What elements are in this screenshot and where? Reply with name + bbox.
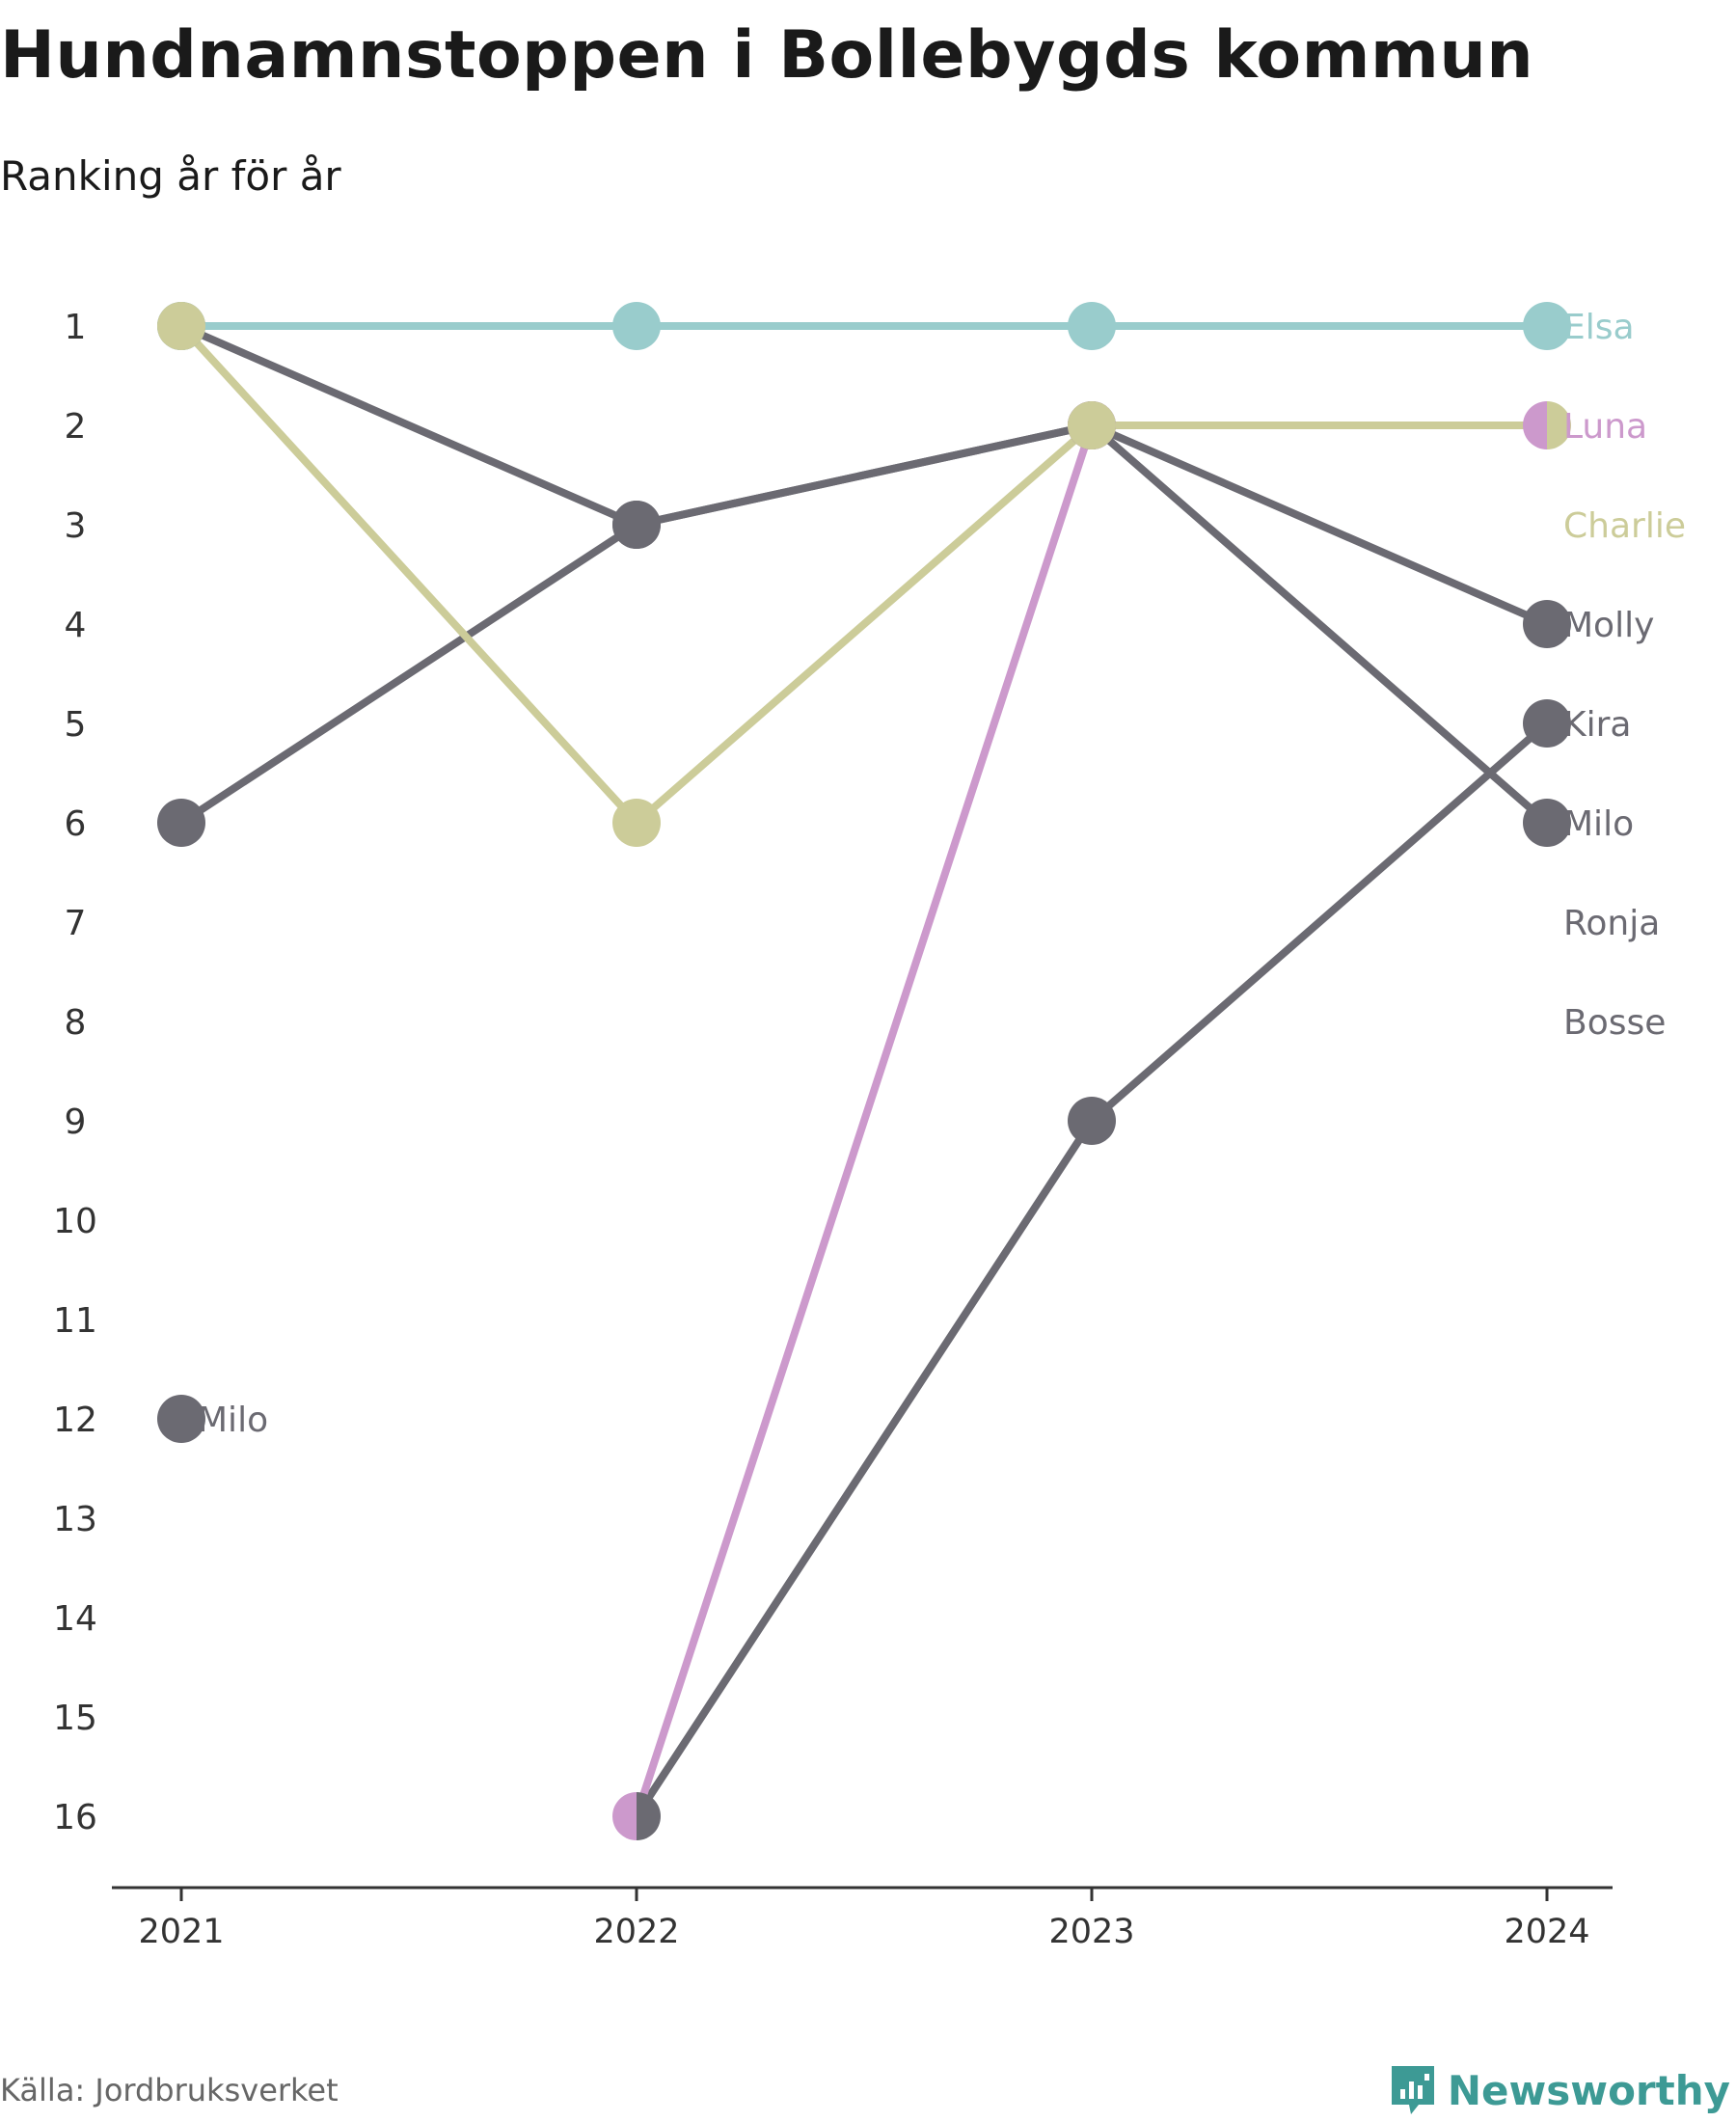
y-tick-label: 6 — [65, 804, 87, 844]
y-tick-label: 16 — [53, 1798, 97, 1837]
series-line-kira — [633, 720, 1551, 1820]
data-point-split-right — [637, 1792, 661, 1840]
y-tick-label: 1 — [65, 308, 87, 347]
inline-label-milo: Milo — [198, 1401, 268, 1440]
newsworthy-logo-icon — [1391, 2066, 1434, 2114]
y-tick-label: 7 — [65, 904, 87, 943]
end-label-charlie: Charlie — [1563, 506, 1686, 546]
data-point-charlie — [157, 302, 205, 350]
chart-title: Hundnamnstoppen i Bollebygds kommun — [0, 17, 1534, 94]
end-label-bosse: Bosse — [1563, 1003, 1666, 1043]
x-tick-label: 2022 — [593, 1913, 679, 1951]
y-tick-label: 11 — [53, 1301, 97, 1341]
end-label-molly: Molly — [1563, 606, 1654, 645]
end-label-elsa: Elsa — [1563, 308, 1635, 347]
series-line-milo — [177, 422, 1551, 827]
y-tick-label: 5 — [65, 705, 87, 745]
y-tick-label: 9 — [65, 1102, 87, 1142]
y-tick-label: 15 — [53, 1699, 97, 1738]
data-point-charlie — [1068, 401, 1116, 449]
x-tick-label: 2021 — [138, 1913, 224, 1951]
data-point-split-left — [1523, 401, 1547, 449]
bump-chart: 2021 2022 2023 2024 12345678910111213141516… — [53, 302, 1686, 1951]
x-axis: 2021 2022 2023 2024 — [112, 1886, 1613, 1951]
y-tick-label: 14 — [53, 1599, 97, 1639]
data-point-milo — [1523, 799, 1571, 847]
series-lines — [177, 322, 1551, 1820]
brand-logo: Newsworthy — [1390, 2064, 1730, 2116]
brand-name: Newsworthy — [1447, 2066, 1730, 2114]
data-point-split-right — [1547, 401, 1571, 449]
data-point-elsa — [612, 302, 661, 350]
end-label-luna: Luna — [1563, 407, 1647, 447]
source-note: Källa: Jordbruksverket — [0, 2072, 339, 2108]
data-point-kira — [1523, 699, 1571, 748]
chart-subtitle: Ranking år för år — [0, 152, 341, 200]
data-point-elsa — [1523, 302, 1571, 350]
end-label-ronja: Ronja — [1563, 904, 1660, 943]
y-tick-label: 4 — [65, 606, 87, 645]
series-points — [157, 302, 1571, 1840]
y-tick-label: 13 — [53, 1500, 97, 1539]
data-point-milo — [157, 1395, 205, 1443]
series-line-charlie — [177, 322, 1551, 827]
end-label-kira: Kira — [1563, 705, 1631, 745]
y-tick-label: 3 — [65, 506, 87, 546]
end-label-milo: Milo — [1563, 804, 1634, 844]
data-point-molly — [1523, 600, 1571, 648]
data-point-elsa — [1068, 302, 1116, 350]
y-tick-label: 8 — [65, 1003, 87, 1043]
y-tick-label: 10 — [53, 1202, 97, 1241]
x-tick-label: 2023 — [1048, 1913, 1134, 1951]
data-point-charlie — [612, 799, 661, 847]
data-point-split-left — [612, 1792, 637, 1840]
data-point-milo — [612, 501, 661, 549]
series-labels: Elsa Luna Charlie Molly Kira Milo Ronja Bosse Mi… — [198, 308, 1686, 1440]
y-tick-label: 2 — [65, 407, 87, 447]
data-point-milo — [157, 799, 205, 847]
y-tick-label: 12 — [53, 1401, 97, 1440]
data-point-kira — [1068, 1097, 1116, 1145]
x-tick-label: 2024 — [1504, 1913, 1589, 1951]
